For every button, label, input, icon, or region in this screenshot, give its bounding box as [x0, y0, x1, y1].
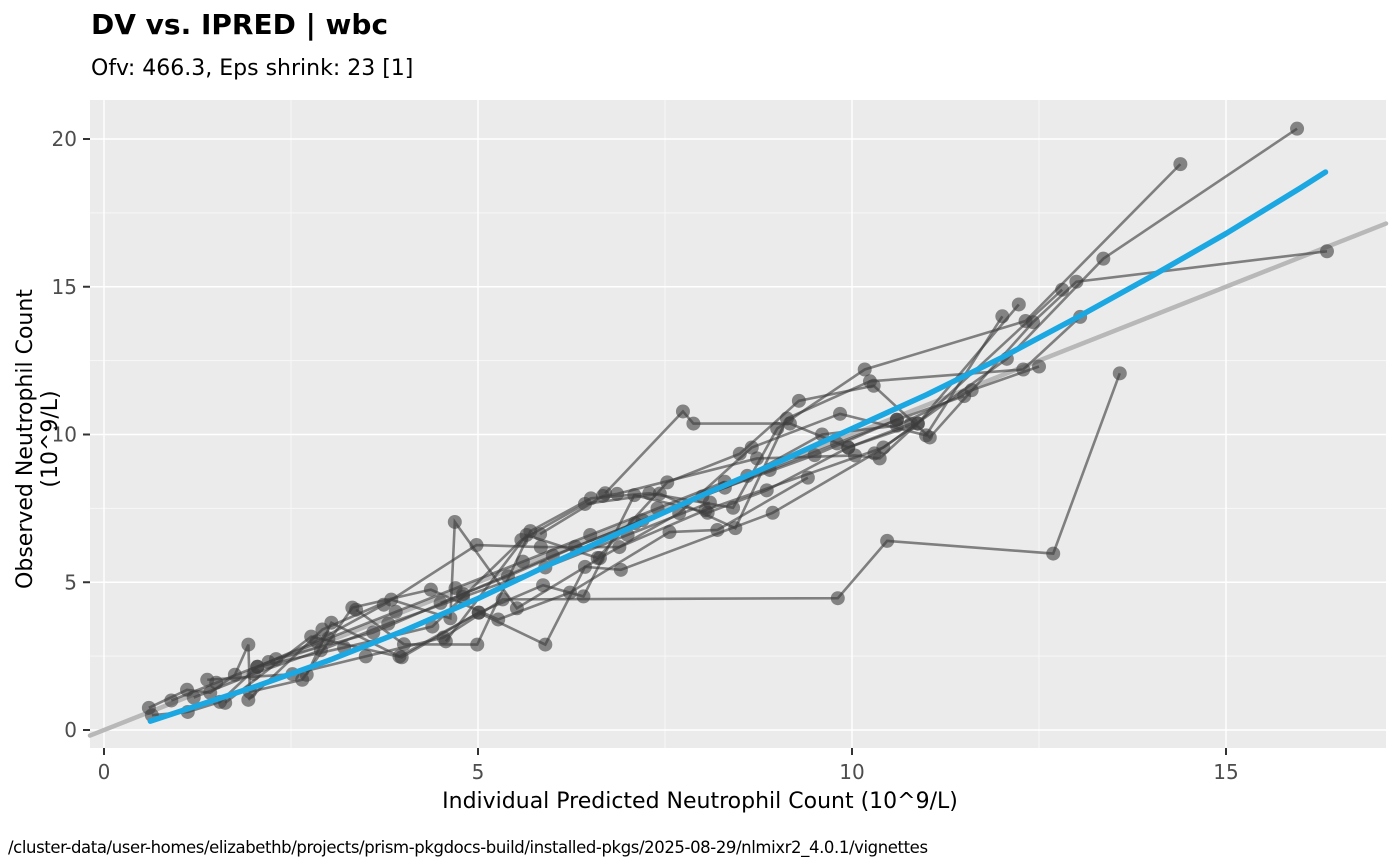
smooth-line [147, 169, 1329, 724]
y-tick-labels: 0 5 10 15 20 [52, 127, 77, 742]
x-axis-title: Individual Predicted Neutrophil Count (1… [442, 789, 958, 814]
svg-text:15: 15 [52, 275, 77, 299]
y-axis-title: Observed Neutrophil Count (10^9/L) [13, 289, 63, 589]
x-tick-labels: 0 5 10 15 [98, 760, 1239, 784]
svg-text:5: 5 [472, 760, 485, 784]
observation-points [141, 121, 1334, 723]
svg-text:10: 10 [839, 760, 864, 784]
major-gridlines [90, 100, 1386, 748]
axis-ticks [83, 138, 1227, 755]
svg-text:5: 5 [64, 570, 77, 594]
chart-subtitle: Ofv: 466.3, Eps shrink: 23 [1] [91, 56, 414, 81]
svg-text:10: 10 [52, 423, 77, 447]
svg-text:0: 0 [64, 718, 77, 742]
svg-text:15: 15 [1213, 760, 1238, 784]
svg-text:0: 0 [98, 760, 111, 784]
file-path-caption: /cluster-data/user-homes/elizabethb/proj… [8, 838, 928, 857]
chart-title: DV vs. IPRED | wbc [91, 8, 389, 41]
svg-text:20: 20 [52, 127, 77, 151]
